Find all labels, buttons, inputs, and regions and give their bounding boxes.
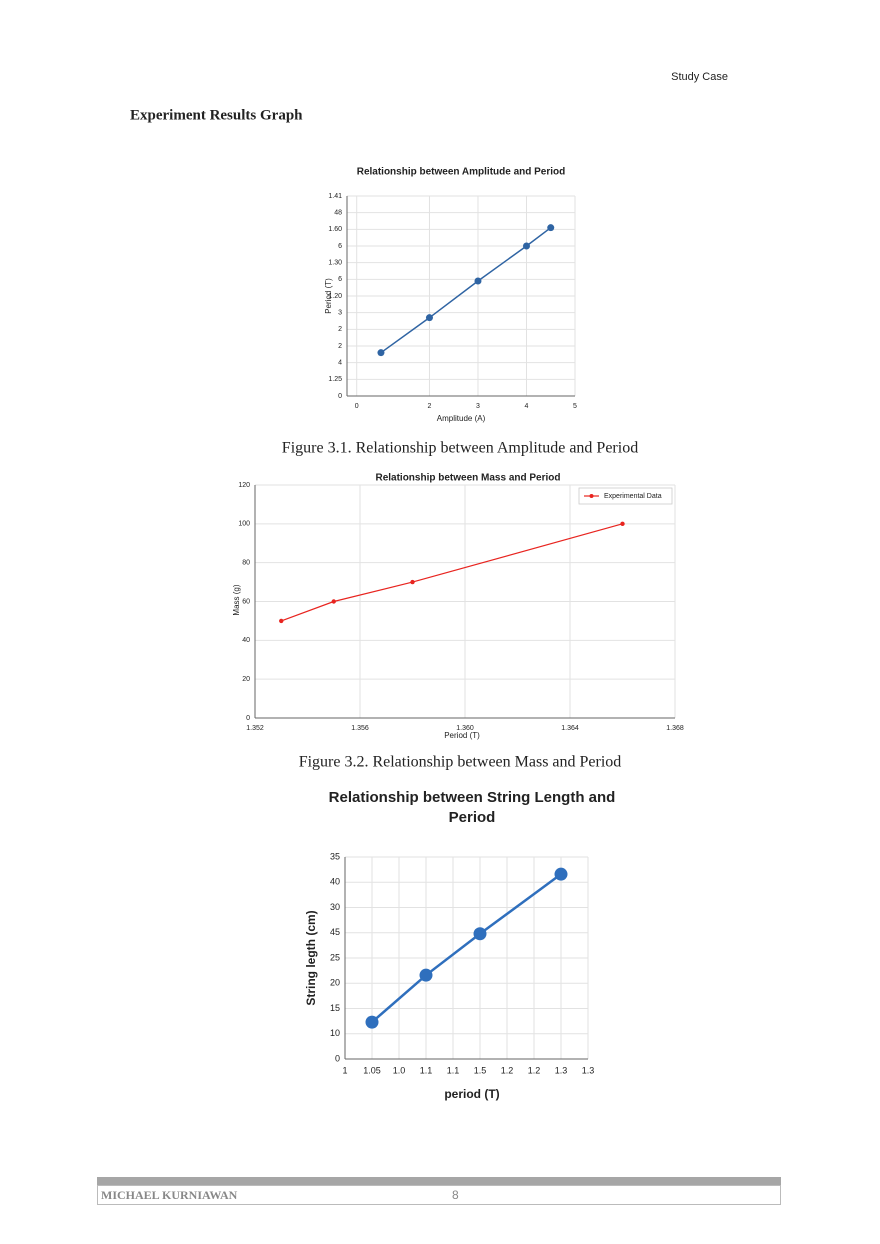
y-tick-label: 100 — [238, 521, 250, 528]
y-tick-label: 1.25 — [328, 376, 342, 383]
chart-title: Relationship between String Length and P… — [328, 789, 616, 826]
y-tick-label: 2 — [338, 326, 342, 333]
y-tick-label: 6 — [338, 243, 342, 250]
y-tick-label: 40 — [242, 637, 250, 644]
footer-box — [97, 1185, 781, 1205]
data-point — [425, 314, 433, 322]
data-point — [473, 927, 487, 941]
chart-title: Relationship between Amplitude and Perio… — [357, 167, 566, 178]
y-tick-label: 1.30 — [328, 260, 342, 267]
y-tick-label: 20 — [330, 978, 340, 988]
x-tick-label: 2 — [428, 403, 432, 410]
data-point — [522, 242, 530, 250]
y-tick-label: 0 — [246, 715, 250, 722]
y-tick-label: 0 — [338, 393, 342, 400]
x-tick-label: 1.2 — [501, 1065, 514, 1075]
section-heading: Experiment Results Graph — [130, 107, 303, 123]
footer-bar — [97, 1177, 781, 1185]
data-point — [554, 867, 568, 881]
x-axis-label: Amplitude (A) — [437, 414, 486, 423]
x-axis-label: Period (T) — [444, 731, 480, 740]
x-tick-label: 1.3 — [582, 1065, 595, 1075]
x-tick-label: 1.360 — [456, 725, 474, 732]
data-line — [281, 523, 623, 622]
data-point — [331, 599, 336, 604]
x-tick-label: 1.364 — [561, 725, 579, 732]
y-tick-label: 80 — [242, 560, 250, 567]
y-tick-label: 1.20 — [328, 293, 342, 300]
y-tick-label: 1.60 — [328, 226, 342, 233]
y-tick-label: 4 — [338, 360, 342, 367]
y-tick-label: 45 — [330, 927, 340, 937]
data-point — [279, 618, 284, 624]
x-tick-label: 0 — [355, 403, 359, 410]
y-tick-label: 35 — [330, 851, 340, 861]
y-tick-label: 25 — [330, 952, 340, 962]
x-tick-label: 5 — [573, 403, 577, 410]
x-tick-label: 1.1 — [420, 1065, 433, 1075]
data-line — [371, 873, 562, 1024]
y-axis-label: String legth (cm) — [304, 910, 318, 1005]
legend-box — [578, 487, 673, 505]
legend-swatch-dot — [589, 494, 594, 498]
y-tick-label: 40 — [330, 877, 340, 887]
y-tick-label: 0 — [335, 1053, 340, 1063]
y-axis-label: Mass (g) — [232, 584, 241, 615]
x-tick-label: 4 — [525, 403, 529, 410]
page-header: Study Case — [671, 71, 728, 83]
x-tick-label: 1 — [342, 1065, 347, 1075]
x-tick-label: 3 — [476, 403, 480, 410]
legend-label: Experimental Data — [604, 493, 662, 500]
y-tick-label: 1.41 — [328, 193, 342, 200]
x-tick-label: 1.0 — [393, 1065, 406, 1075]
y-tick-label: 48 — [334, 210, 342, 217]
y-tick-label: 2 — [338, 343, 342, 350]
data-point — [474, 277, 482, 285]
y-tick-label: 10 — [330, 1028, 340, 1038]
x-tick-label: 1.356 — [351, 725, 369, 732]
data-point — [620, 521, 625, 527]
y-tick-label: 6 — [338, 276, 342, 283]
footer-author: MICHAEL KURNIAWAN — [101, 1188, 238, 1202]
x-tick-label: 1.05 — [363, 1065, 381, 1075]
chart-title: Relationship between Mass and Period — [375, 473, 560, 484]
x-axis-label: period (T) — [444, 1087, 499, 1101]
data-point — [547, 224, 555, 232]
x-tick-label: 1.1 — [447, 1065, 460, 1075]
data-point — [377, 349, 385, 357]
y-tick-label: 120 — [238, 482, 250, 489]
y-tick-label: 3 — [338, 310, 342, 317]
data-point — [419, 968, 433, 982]
y-tick-label: 15 — [330, 1003, 340, 1013]
y-tick-label: 30 — [330, 902, 340, 912]
x-tick-label: 1.3 — [555, 1065, 568, 1075]
x-tick-label: 1.2 — [528, 1065, 541, 1075]
figure-caption: Figure 3.2. Relationship between Mass an… — [299, 754, 622, 771]
x-tick-label: 1.368 — [666, 725, 684, 732]
figure-caption: Figure 3.1. Relationship between Amplitu… — [282, 440, 638, 457]
y-axis-label: Period (T) — [324, 278, 333, 314]
x-tick-label: 1.352 — [246, 725, 264, 732]
data-point — [365, 1015, 379, 1029]
data-point — [410, 579, 415, 585]
y-tick-label: 60 — [242, 598, 250, 605]
y-tick-label: 20 — [242, 676, 250, 683]
x-tick-label: 1.5 — [474, 1065, 487, 1075]
page-number: 8 — [452, 1188, 459, 1202]
